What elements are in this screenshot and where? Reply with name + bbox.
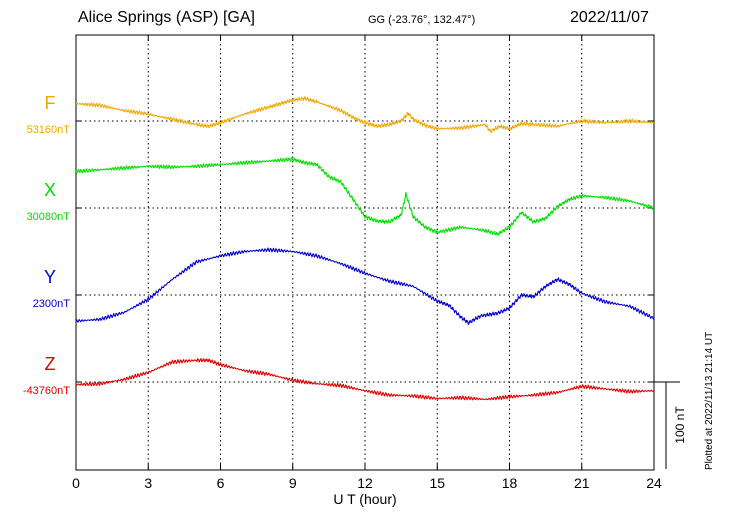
- x-tick-label: 21: [574, 475, 590, 491]
- trace-y: [75, 247, 655, 325]
- trace-x: [75, 157, 655, 236]
- baseline-label-z: -43760nT: [23, 385, 70, 397]
- scale-bar: 100 nT: [654, 381, 687, 469]
- baseline-label-f: 53160nT: [27, 124, 71, 136]
- x-tick-label: 3: [144, 475, 152, 491]
- plot-traces: [75, 96, 655, 401]
- scale-bar-label: 100 nT: [673, 406, 687, 444]
- x-tick-label: 0: [72, 475, 80, 491]
- x-tick-label: 9: [289, 475, 297, 491]
- x-tick-label: 15: [429, 475, 445, 491]
- plotted-note: Plotted at 2022/11/13 21:14 UT: [704, 331, 715, 470]
- x-tick-label: 24: [646, 475, 662, 491]
- x-tick-label: 6: [217, 475, 225, 491]
- date-label: 2022/11/07: [570, 9, 649, 26]
- coordinates-label: GG (-23.76°, 132.47°): [368, 14, 476, 26]
- series-name-z: Z: [45, 354, 56, 374]
- plot-grid: [75, 34, 655, 471]
- series-labels: F 53160nT X 30080nT Y 2300nT Z -43760nT: [23, 93, 70, 397]
- trace-z: [75, 358, 655, 401]
- trace-f: [75, 96, 655, 133]
- x-tick-label: 12: [357, 475, 373, 491]
- baseline-label-y: 2300nT: [33, 298, 71, 310]
- series-name-x: X: [44, 180, 56, 200]
- station-title: Alice Springs (ASP) [GA]: [78, 9, 255, 26]
- x-axis: 0 3 6 9 12 15 18 21 24 U T (hour): [72, 35, 662, 507]
- baseline-label-x: 30080nT: [27, 211, 71, 223]
- x-axis-label: U T (hour): [333, 491, 396, 507]
- series-name-y: Y: [44, 267, 56, 287]
- x-tick-label: 18: [502, 475, 518, 491]
- series-name-f: F: [45, 93, 56, 113]
